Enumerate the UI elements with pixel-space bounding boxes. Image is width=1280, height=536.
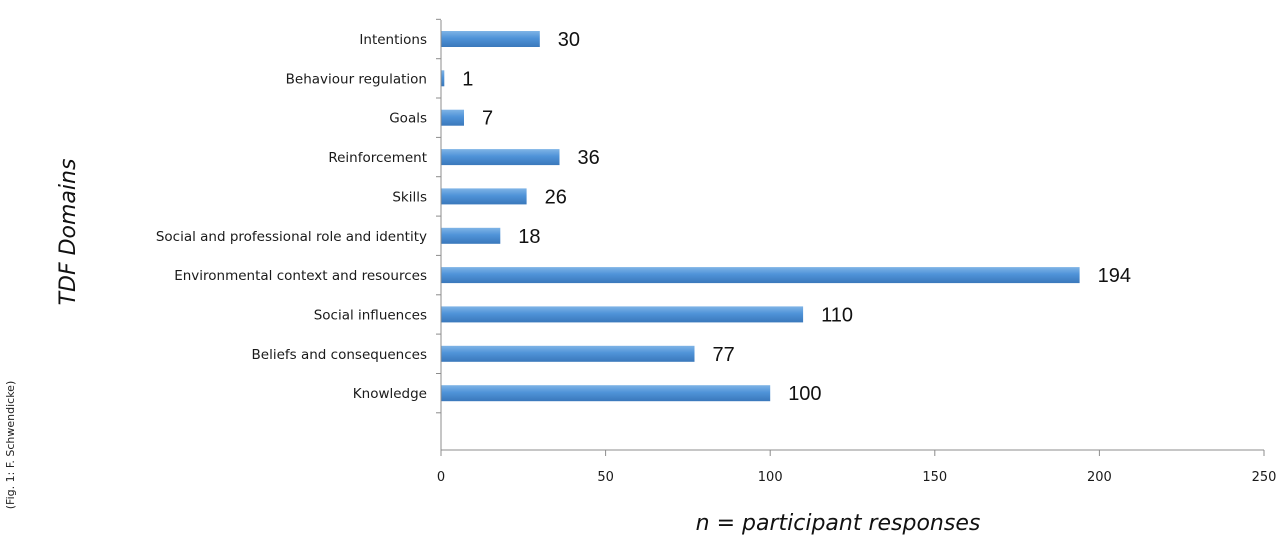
category-labels: Intentions Behaviour regulation Goals Reinf…	[156, 32, 427, 402]
y-axis-title: TDF Domains	[56, 159, 81, 306]
x-tick-label: 150	[922, 470, 947, 485]
bar	[441, 70, 445, 87]
bar	[441, 149, 560, 166]
category-label: Intentions	[359, 32, 427, 48]
data-label: 18	[518, 226, 540, 248]
data-label: 7	[482, 108, 493, 130]
x-tick-label: 0	[437, 470, 445, 485]
data-label: 36	[578, 147, 600, 169]
data-label: 110	[821, 304, 853, 326]
category-label: Social influences	[314, 307, 427, 323]
category-label: Skills	[392, 189, 427, 205]
bar	[441, 267, 1080, 284]
category-label: Behaviour regulation	[286, 71, 427, 87]
category-label: Goals	[389, 111, 427, 127]
category-label: Reinforcement	[328, 150, 427, 166]
x-tick-label: 50	[597, 470, 614, 485]
bars	[436, 18, 1080, 414]
bar	[441, 385, 771, 402]
data-label: 1	[462, 68, 473, 90]
data-label: 194	[1098, 265, 1131, 287]
x-ticks: 0 50 100 150 200 250	[437, 450, 1277, 485]
x-axis-title: n = participant responses	[696, 511, 981, 536]
category-label: Environmental context and resources	[174, 268, 427, 284]
figure-credit: (Fig. 1: F. Schwendicke)	[4, 381, 17, 509]
bar	[441, 109, 464, 126]
axes	[440, 20, 1264, 451]
bar	[441, 306, 804, 323]
bar	[441, 188, 527, 205]
category-label: Knowledge	[353, 386, 427, 402]
category-label: Social and professional role and identit…	[156, 229, 427, 245]
x-tick-label: 200	[1087, 470, 1112, 485]
data-label: 30	[558, 29, 580, 51]
x-tick-label: 100	[758, 470, 783, 485]
data-label: 100	[788, 383, 821, 405]
bar	[441, 227, 501, 244]
data-label: 26	[545, 186, 567, 208]
bar	[441, 31, 540, 47]
data-label: 77	[713, 344, 735, 366]
bar	[441, 345, 695, 362]
x-tick-label: 250	[1252, 470, 1277, 485]
category-label: Beliefs and consequences	[252, 347, 427, 363]
